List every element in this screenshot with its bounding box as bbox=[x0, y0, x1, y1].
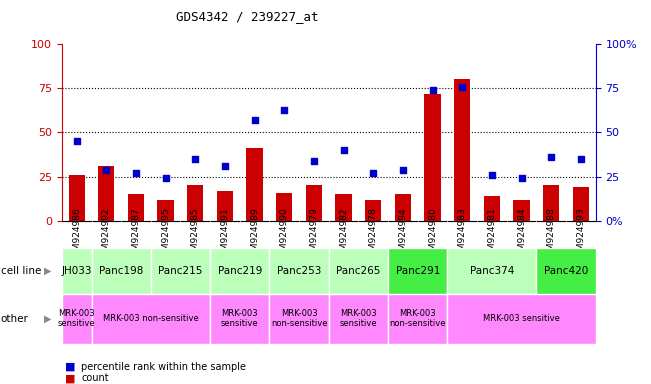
Bar bbox=[454, 79, 471, 221]
Text: Panc215: Panc215 bbox=[158, 266, 202, 276]
Text: ■: ■ bbox=[65, 373, 76, 383]
Text: Panc198: Panc198 bbox=[99, 266, 143, 276]
Text: GSM924991: GSM924991 bbox=[221, 207, 229, 262]
Bar bbox=[210, 248, 270, 294]
Point bbox=[398, 167, 408, 173]
Text: GSM924981: GSM924981 bbox=[488, 207, 496, 262]
Bar bbox=[68, 175, 85, 221]
Text: Panc253: Panc253 bbox=[277, 266, 322, 276]
Text: Panc265: Panc265 bbox=[336, 266, 381, 276]
Text: MRK-003 non-sensitive: MRK-003 non-sensitive bbox=[103, 314, 199, 323]
Bar bbox=[270, 248, 329, 294]
Text: MRK-003
non-sensitive: MRK-003 non-sensitive bbox=[271, 309, 327, 328]
Bar bbox=[335, 194, 352, 221]
Text: GSM924985: GSM924985 bbox=[191, 207, 200, 262]
Point bbox=[457, 83, 467, 89]
Text: GSM924990: GSM924990 bbox=[280, 207, 289, 262]
Bar bbox=[484, 196, 500, 221]
Bar bbox=[98, 166, 115, 221]
Text: ▶: ▶ bbox=[44, 314, 51, 324]
Text: GSM924984: GSM924984 bbox=[517, 207, 526, 262]
Text: GSM924983: GSM924983 bbox=[458, 207, 467, 262]
Text: GDS4342 / 239227_at: GDS4342 / 239227_at bbox=[176, 10, 318, 23]
Point bbox=[190, 156, 201, 162]
Point bbox=[339, 147, 349, 153]
Text: Panc291: Panc291 bbox=[396, 266, 440, 276]
Point bbox=[575, 156, 586, 162]
Text: GSM924982: GSM924982 bbox=[339, 207, 348, 262]
Text: Panc219: Panc219 bbox=[217, 266, 262, 276]
Point bbox=[220, 163, 230, 169]
Bar bbox=[536, 248, 596, 294]
Text: GSM924986: GSM924986 bbox=[72, 207, 81, 262]
Text: Panc374: Panc374 bbox=[469, 266, 514, 276]
Bar bbox=[128, 194, 144, 221]
Bar bbox=[247, 148, 263, 221]
Text: GSM924979: GSM924979 bbox=[309, 207, 318, 262]
Bar bbox=[388, 248, 447, 294]
Text: cell line: cell line bbox=[1, 266, 41, 276]
Bar bbox=[447, 294, 596, 344]
Text: MRK-003
sensitive: MRK-003 sensitive bbox=[340, 309, 377, 328]
Point bbox=[72, 138, 82, 144]
Bar bbox=[573, 187, 589, 221]
Point bbox=[309, 158, 319, 164]
Bar bbox=[424, 94, 441, 221]
Bar bbox=[388, 294, 447, 344]
Point bbox=[131, 170, 141, 176]
Point bbox=[249, 117, 260, 123]
Bar bbox=[210, 294, 270, 344]
Bar bbox=[62, 294, 92, 344]
Bar bbox=[543, 185, 559, 221]
Bar bbox=[151, 248, 210, 294]
Bar bbox=[92, 248, 151, 294]
Text: GSM924987: GSM924987 bbox=[132, 207, 141, 262]
Bar bbox=[187, 185, 204, 221]
Bar bbox=[447, 248, 536, 294]
Point bbox=[160, 175, 171, 182]
Text: MRK-003 sensitive: MRK-003 sensitive bbox=[483, 314, 560, 323]
Bar bbox=[270, 294, 329, 344]
Bar bbox=[395, 194, 411, 221]
Text: percentile rank within the sample: percentile rank within the sample bbox=[81, 362, 246, 372]
Bar bbox=[329, 248, 388, 294]
Bar bbox=[329, 294, 388, 344]
Text: GSM924988: GSM924988 bbox=[547, 207, 556, 262]
Bar bbox=[306, 185, 322, 221]
Point bbox=[487, 172, 497, 178]
Point bbox=[101, 167, 111, 173]
Bar bbox=[217, 191, 233, 221]
Text: MRK-003
sensitive: MRK-003 sensitive bbox=[221, 309, 258, 328]
Text: GSM924995: GSM924995 bbox=[161, 207, 170, 262]
Point bbox=[427, 87, 437, 93]
Text: Panc420: Panc420 bbox=[544, 266, 588, 276]
Text: GSM924989: GSM924989 bbox=[250, 207, 259, 262]
Text: GSM924992: GSM924992 bbox=[102, 207, 111, 262]
Text: MRK-003
non-sensitive: MRK-003 non-sensitive bbox=[389, 309, 446, 328]
Bar bbox=[276, 192, 292, 221]
Text: GSM924994: GSM924994 bbox=[398, 207, 408, 262]
Bar bbox=[92, 294, 210, 344]
Text: JH033: JH033 bbox=[61, 266, 92, 276]
Bar bbox=[158, 200, 174, 221]
Text: GSM924980: GSM924980 bbox=[428, 207, 437, 262]
Point bbox=[368, 170, 378, 176]
Text: GSM924993: GSM924993 bbox=[576, 207, 585, 262]
Point bbox=[546, 154, 557, 160]
Bar bbox=[62, 248, 92, 294]
Bar bbox=[365, 200, 381, 221]
Text: ■: ■ bbox=[65, 362, 76, 372]
Point bbox=[279, 106, 290, 113]
Bar bbox=[514, 200, 530, 221]
Text: GSM924978: GSM924978 bbox=[368, 207, 378, 262]
Point bbox=[516, 175, 527, 182]
Text: other: other bbox=[1, 314, 29, 324]
Text: count: count bbox=[81, 373, 109, 383]
Text: MRK-003
sensitive: MRK-003 sensitive bbox=[58, 309, 96, 328]
Text: ▶: ▶ bbox=[44, 266, 51, 276]
